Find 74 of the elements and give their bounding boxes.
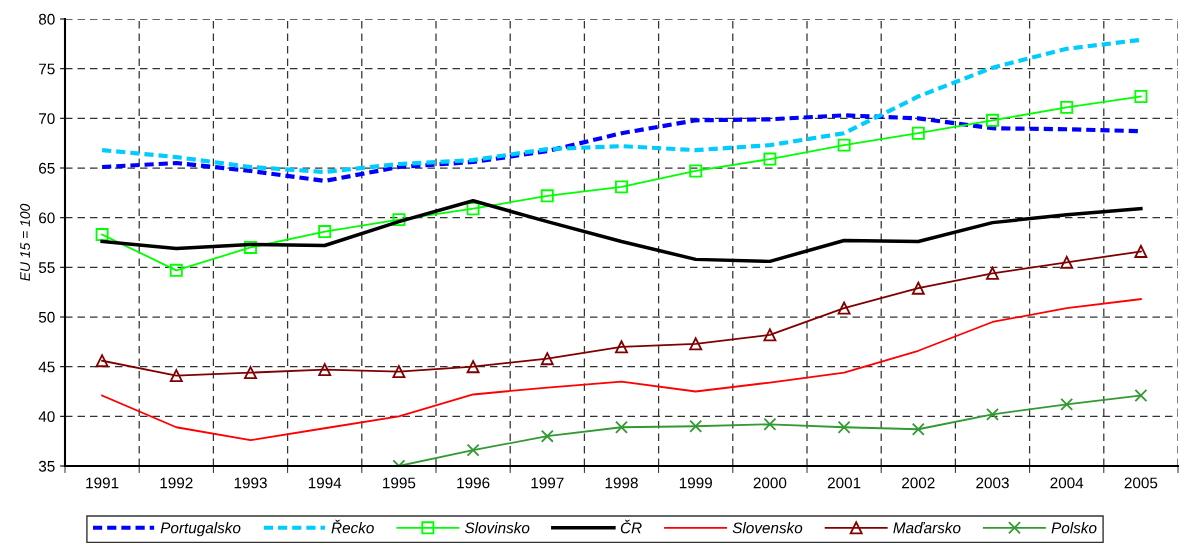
point bbox=[837, 138, 851, 152]
point bbox=[318, 363, 332, 377]
point bbox=[911, 126, 925, 140]
point bbox=[1134, 244, 1148, 258]
y-tick-label: 65 bbox=[39, 162, 55, 174]
point bbox=[318, 225, 332, 239]
point bbox=[689, 164, 703, 178]
y-tick-label: 50 bbox=[38, 311, 55, 323]
y-tick-label: 75 bbox=[39, 63, 55, 75]
point bbox=[466, 202, 480, 216]
x-tick-label: 1998 bbox=[605, 477, 638, 489]
y-tick-label: 35 bbox=[38, 460, 55, 472]
point bbox=[1060, 397, 1074, 411]
point bbox=[689, 419, 703, 433]
point bbox=[1134, 90, 1148, 103]
point bbox=[615, 180, 628, 194]
point bbox=[95, 354, 109, 368]
point bbox=[911, 281, 925, 295]
legend-label: Slovinsko bbox=[464, 522, 530, 534]
point bbox=[169, 263, 183, 277]
x-tick-label: 2001 bbox=[827, 477, 861, 489]
x-tick-label: 1999 bbox=[679, 477, 712, 489]
legend-label: Portugalsko bbox=[160, 522, 241, 537]
line-series bbox=[101, 298, 1142, 442]
point bbox=[837, 301, 851, 315]
point bbox=[615, 420, 628, 434]
x-tick-label: 1995 bbox=[383, 477, 416, 489]
y-axis-title: EU 15 = 100 bbox=[20, 203, 30, 281]
point bbox=[986, 113, 999, 127]
point bbox=[244, 241, 257, 254]
point bbox=[169, 369, 183, 383]
x-tick-label: 2000 bbox=[753, 477, 787, 489]
point bbox=[540, 352, 554, 366]
point bbox=[986, 407, 999, 421]
y-tick-label: 80 bbox=[38, 13, 55, 25]
legend-label: Maďarsko bbox=[893, 522, 961, 534]
x-tick-label: 2003 bbox=[976, 477, 1009, 489]
point bbox=[986, 266, 999, 280]
point bbox=[1134, 389, 1148, 402]
legend-label: Polsko bbox=[1051, 522, 1097, 534]
x-tick-label: 1996 bbox=[457, 477, 490, 489]
point bbox=[244, 366, 257, 380]
point bbox=[689, 337, 703, 351]
x-tick-label: 1997 bbox=[531, 477, 564, 489]
point bbox=[763, 152, 777, 166]
y-tick-label: 70 bbox=[39, 113, 55, 125]
legend-label: ČR bbox=[620, 519, 642, 534]
x-tick-label: 2004 bbox=[1050, 477, 1084, 489]
point bbox=[763, 328, 777, 342]
x-tick-label: 1991 bbox=[86, 477, 119, 489]
x-tick-label: 1992 bbox=[160, 477, 193, 489]
point bbox=[540, 429, 554, 443]
point bbox=[763, 417, 777, 431]
point bbox=[466, 443, 480, 457]
point bbox=[837, 420, 851, 434]
x-tick-label: 2002 bbox=[902, 477, 935, 489]
y-tick-label: 55 bbox=[38, 262, 55, 274]
point bbox=[466, 360, 480, 374]
y-tick-label: 45 bbox=[38, 361, 55, 373]
point bbox=[615, 340, 628, 354]
point bbox=[392, 365, 406, 379]
point bbox=[1060, 255, 1074, 269]
point bbox=[911, 422, 925, 436]
x-tick-label: 2005 bbox=[1124, 477, 1158, 489]
point bbox=[95, 228, 109, 242]
y-tick-label: 60 bbox=[39, 212, 55, 224]
legend-label: Řecko bbox=[331, 519, 374, 534]
point bbox=[540, 189, 554, 203]
x-tick-label: 1993 bbox=[234, 477, 267, 489]
y-tick-label: 40 bbox=[38, 411, 55, 423]
x-tick-label: 1994 bbox=[308, 477, 342, 489]
legend-label: Slovensko bbox=[732, 522, 803, 534]
point bbox=[392, 213, 406, 227]
point bbox=[1060, 100, 1074, 114]
